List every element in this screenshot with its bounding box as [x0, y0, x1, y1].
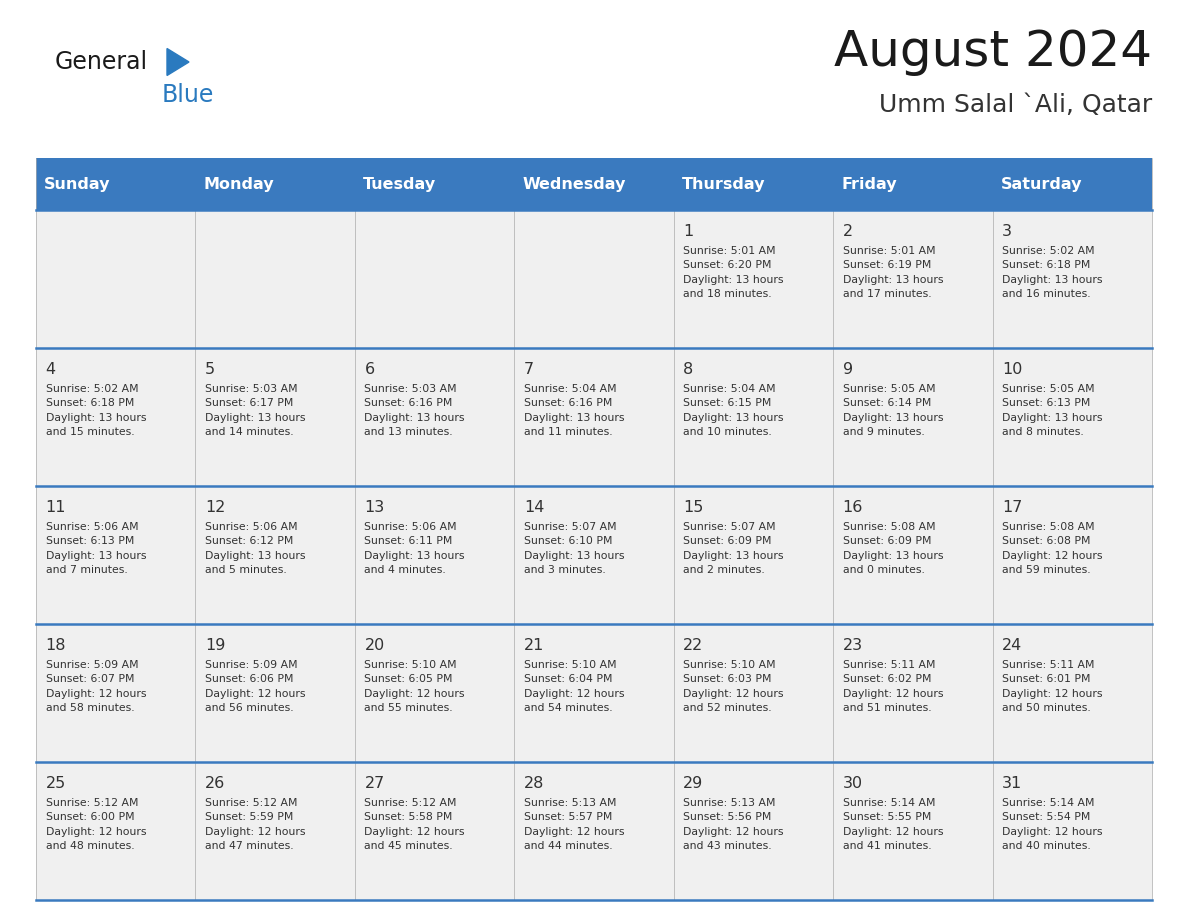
Text: Sunrise: 5:12 AM
Sunset: 6:00 PM
Daylight: 12 hours
and 48 minutes.: Sunrise: 5:12 AM Sunset: 6:00 PM Dayligh… [45, 798, 146, 851]
Text: 9: 9 [842, 362, 853, 376]
Text: Sunrise: 5:11 AM
Sunset: 6:02 PM
Daylight: 12 hours
and 51 minutes.: Sunrise: 5:11 AM Sunset: 6:02 PM Dayligh… [842, 660, 943, 713]
Text: Sunrise: 5:08 AM
Sunset: 6:08 PM
Daylight: 12 hours
and 59 minutes.: Sunrise: 5:08 AM Sunset: 6:08 PM Dayligh… [1003, 521, 1102, 575]
Text: Sunrise: 5:03 AM
Sunset: 6:17 PM
Daylight: 13 hours
and 14 minutes.: Sunrise: 5:03 AM Sunset: 6:17 PM Dayligh… [206, 384, 305, 437]
Text: 22: 22 [683, 638, 703, 653]
Text: 6: 6 [365, 362, 374, 376]
Text: Sunrise: 5:07 AM
Sunset: 6:10 PM
Daylight: 13 hours
and 3 minutes.: Sunrise: 5:07 AM Sunset: 6:10 PM Dayligh… [524, 521, 625, 575]
Text: Sunrise: 5:06 AM
Sunset: 6:13 PM
Daylight: 13 hours
and 7 minutes.: Sunrise: 5:06 AM Sunset: 6:13 PM Dayligh… [45, 521, 146, 575]
Text: 13: 13 [365, 499, 385, 515]
Text: Sunrise: 5:07 AM
Sunset: 6:09 PM
Daylight: 13 hours
and 2 minutes.: Sunrise: 5:07 AM Sunset: 6:09 PM Dayligh… [683, 521, 784, 575]
Text: Sunrise: 5:06 AM
Sunset: 6:12 PM
Daylight: 13 hours
and 5 minutes.: Sunrise: 5:06 AM Sunset: 6:12 PM Dayligh… [206, 521, 305, 575]
Text: 4: 4 [45, 362, 56, 376]
Text: Wednesday: Wednesday [523, 176, 626, 192]
Text: Tuesday: Tuesday [362, 176, 436, 192]
Text: Sunrise: 5:05 AM
Sunset: 6:13 PM
Daylight: 13 hours
and 8 minutes.: Sunrise: 5:05 AM Sunset: 6:13 PM Dayligh… [1003, 384, 1102, 437]
Text: Sunrise: 5:04 AM
Sunset: 6:16 PM
Daylight: 13 hours
and 11 minutes.: Sunrise: 5:04 AM Sunset: 6:16 PM Dayligh… [524, 384, 625, 437]
Text: Sunrise: 5:12 AM
Sunset: 5:58 PM
Daylight: 12 hours
and 45 minutes.: Sunrise: 5:12 AM Sunset: 5:58 PM Dayligh… [365, 798, 465, 851]
Text: Saturday: Saturday [1000, 176, 1082, 192]
Text: Sunrise: 5:02 AM
Sunset: 6:18 PM
Daylight: 13 hours
and 15 minutes.: Sunrise: 5:02 AM Sunset: 6:18 PM Dayligh… [45, 384, 146, 437]
Text: Sunrise: 5:14 AM
Sunset: 5:55 PM
Daylight: 12 hours
and 41 minutes.: Sunrise: 5:14 AM Sunset: 5:55 PM Dayligh… [842, 798, 943, 851]
Text: Sunrise: 5:10 AM
Sunset: 6:04 PM
Daylight: 12 hours
and 54 minutes.: Sunrise: 5:10 AM Sunset: 6:04 PM Dayligh… [524, 660, 625, 713]
Text: Sunrise: 5:10 AM
Sunset: 6:03 PM
Daylight: 12 hours
and 52 minutes.: Sunrise: 5:10 AM Sunset: 6:03 PM Dayligh… [683, 660, 784, 713]
Text: Sunrise: 5:01 AM
Sunset: 6:20 PM
Daylight: 13 hours
and 18 minutes.: Sunrise: 5:01 AM Sunset: 6:20 PM Dayligh… [683, 246, 784, 299]
Text: Sunrise: 5:14 AM
Sunset: 5:54 PM
Daylight: 12 hours
and 40 minutes.: Sunrise: 5:14 AM Sunset: 5:54 PM Dayligh… [1003, 798, 1102, 851]
Text: 19: 19 [206, 638, 226, 653]
Text: Sunrise: 5:01 AM
Sunset: 6:19 PM
Daylight: 13 hours
and 17 minutes.: Sunrise: 5:01 AM Sunset: 6:19 PM Dayligh… [842, 246, 943, 299]
Text: 7: 7 [524, 362, 533, 376]
Bar [36, 486, 1152, 624]
Text: Sunrise: 5:02 AM
Sunset: 6:18 PM
Daylight: 13 hours
and 16 minutes.: Sunrise: 5:02 AM Sunset: 6:18 PM Dayligh… [1003, 246, 1102, 299]
Text: 16: 16 [842, 499, 864, 515]
Text: Sunrise: 5:13 AM
Sunset: 5:56 PM
Daylight: 12 hours
and 43 minutes.: Sunrise: 5:13 AM Sunset: 5:56 PM Dayligh… [683, 798, 784, 851]
Text: General: General [55, 50, 148, 74]
Text: 10: 10 [1003, 362, 1023, 376]
Text: Thursday: Thursday [682, 176, 765, 192]
Text: Sunrise: 5:03 AM
Sunset: 6:16 PM
Daylight: 13 hours
and 13 minutes.: Sunrise: 5:03 AM Sunset: 6:16 PM Dayligh… [365, 384, 465, 437]
Text: Umm Salal `Ali, Qatar: Umm Salal `Ali, Qatar [879, 93, 1152, 117]
Text: Sunrise: 5:11 AM
Sunset: 6:01 PM
Daylight: 12 hours
and 50 minutes.: Sunrise: 5:11 AM Sunset: 6:01 PM Dayligh… [1003, 660, 1102, 713]
Text: 5: 5 [206, 362, 215, 376]
Bar [36, 158, 1152, 210]
Polygon shape [168, 49, 189, 75]
Text: 17: 17 [1003, 499, 1023, 515]
Text: 2: 2 [842, 224, 853, 239]
Text: 11: 11 [45, 499, 67, 515]
Text: Sunrise: 5:13 AM
Sunset: 5:57 PM
Daylight: 12 hours
and 44 minutes.: Sunrise: 5:13 AM Sunset: 5:57 PM Dayligh… [524, 798, 625, 851]
Text: Sunday: Sunday [44, 176, 110, 192]
Text: 26: 26 [206, 776, 226, 790]
Text: Monday: Monday [203, 176, 274, 192]
Text: 30: 30 [842, 776, 862, 790]
Text: 8: 8 [683, 362, 694, 376]
Text: Sunrise: 5:06 AM
Sunset: 6:11 PM
Daylight: 13 hours
and 4 minutes.: Sunrise: 5:06 AM Sunset: 6:11 PM Dayligh… [365, 521, 465, 575]
Text: 29: 29 [683, 776, 703, 790]
Text: Sunrise: 5:09 AM
Sunset: 6:06 PM
Daylight: 12 hours
and 56 minutes.: Sunrise: 5:09 AM Sunset: 6:06 PM Dayligh… [206, 660, 305, 713]
Text: 1: 1 [683, 224, 694, 239]
Text: 12: 12 [206, 499, 226, 515]
Text: 24: 24 [1003, 638, 1023, 653]
Text: 28: 28 [524, 776, 544, 790]
Text: 15: 15 [683, 499, 703, 515]
Bar [36, 762, 1152, 900]
Text: Sunrise: 5:04 AM
Sunset: 6:15 PM
Daylight: 13 hours
and 10 minutes.: Sunrise: 5:04 AM Sunset: 6:15 PM Dayligh… [683, 384, 784, 437]
Text: 18: 18 [45, 638, 67, 653]
Text: August 2024: August 2024 [834, 28, 1152, 76]
Text: 25: 25 [45, 776, 65, 790]
Text: Sunrise: 5:09 AM
Sunset: 6:07 PM
Daylight: 12 hours
and 58 minutes.: Sunrise: 5:09 AM Sunset: 6:07 PM Dayligh… [45, 660, 146, 713]
Bar [36, 624, 1152, 762]
Text: Sunrise: 5:05 AM
Sunset: 6:14 PM
Daylight: 13 hours
and 9 minutes.: Sunrise: 5:05 AM Sunset: 6:14 PM Dayligh… [842, 384, 943, 437]
Bar [36, 348, 1152, 486]
Bar [36, 210, 1152, 348]
Text: 3: 3 [1003, 224, 1012, 239]
Text: Blue: Blue [162, 83, 214, 107]
Text: 21: 21 [524, 638, 544, 653]
Text: 20: 20 [365, 638, 385, 653]
Text: Sunrise: 5:12 AM
Sunset: 5:59 PM
Daylight: 12 hours
and 47 minutes.: Sunrise: 5:12 AM Sunset: 5:59 PM Dayligh… [206, 798, 305, 851]
Text: 31: 31 [1003, 776, 1023, 790]
Text: Sunrise: 5:10 AM
Sunset: 6:05 PM
Daylight: 12 hours
and 55 minutes.: Sunrise: 5:10 AM Sunset: 6:05 PM Dayligh… [365, 660, 465, 713]
Text: Sunrise: 5:08 AM
Sunset: 6:09 PM
Daylight: 13 hours
and 0 minutes.: Sunrise: 5:08 AM Sunset: 6:09 PM Dayligh… [842, 521, 943, 575]
Text: 23: 23 [842, 638, 862, 653]
Text: 14: 14 [524, 499, 544, 515]
Text: 27: 27 [365, 776, 385, 790]
Text: Friday: Friday [841, 176, 897, 192]
